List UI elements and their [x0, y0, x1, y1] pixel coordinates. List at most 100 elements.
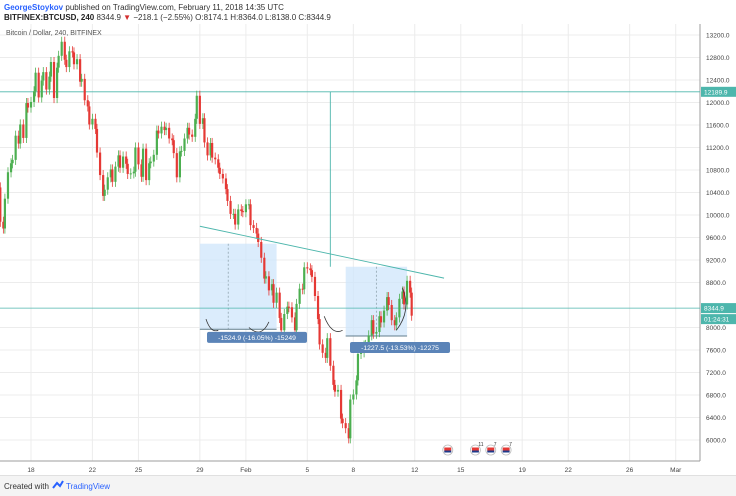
candle-body [79, 59, 82, 82]
candle-body [398, 298, 401, 318]
price-tick-label: 11200.0 [706, 145, 729, 152]
hand-curve [248, 321, 270, 333]
flag-stripe [471, 447, 479, 451]
candle-body [221, 173, 224, 179]
candle-body [6, 172, 10, 199]
candle-body [332, 365, 335, 385]
candle-body [318, 319, 321, 345]
candle-body [247, 204, 251, 206]
candle-body [244, 204, 247, 213]
price-chart[interactable]: 13200.0 12800.0 12400.0 12000.0 11600.0 11200… [0, 24, 736, 475]
candle-body [86, 100, 89, 107]
candle-body [145, 148, 148, 181]
candle-body [326, 338, 329, 358]
candle-body [152, 154, 155, 162]
candle-body [88, 106, 91, 125]
candle-body [42, 72, 45, 81]
candle-body [109, 169, 112, 178]
candle-body [68, 51, 71, 68]
candle-body [278, 292, 281, 318]
candle-body [164, 127, 168, 131]
candle-body [175, 153, 178, 178]
candle-body [240, 209, 243, 212]
price-tick-label: 10800.0 [706, 168, 730, 175]
author-link[interactable]: GeorgeStoykov [4, 3, 64, 12]
candle-body [263, 257, 266, 279]
chart-title: Bitcoin / Dollar, 240, BITFINEX [6, 30, 102, 37]
candle-body [171, 138, 174, 141]
measure-box-1 [199, 243, 277, 330]
last-price: 8344.9 [96, 13, 121, 22]
candle-body [355, 380, 358, 395]
candle-body [264, 276, 267, 279]
candle-body [195, 95, 198, 119]
candle-body [188, 127, 191, 135]
candle-body [32, 91, 36, 102]
price-tick-label: 12000.0 [706, 100, 730, 107]
tradingview-brand[interactable]: TradingView [66, 482, 111, 491]
candle-body [260, 242, 263, 258]
down-arrow-icon: ▼ [123, 13, 132, 22]
candle-body [341, 418, 344, 424]
candle-body [75, 59, 79, 65]
candle-body [180, 150, 183, 152]
candle-body [321, 344, 324, 353]
candle-body [26, 103, 30, 108]
candle-body [114, 166, 117, 182]
candle-body [290, 307, 294, 318]
candle-body [111, 169, 114, 182]
footer-bar: Created with TradingView [0, 475, 736, 496]
candle-body [140, 164, 143, 177]
hand-curve [323, 316, 343, 332]
candle-body [306, 267, 309, 269]
candle-body [183, 138, 186, 151]
candle-body [313, 276, 317, 296]
hand-curve [396, 287, 407, 331]
candle-body [402, 291, 406, 305]
candle-body [194, 118, 197, 137]
time-tick-label: 12 [411, 467, 419, 474]
chart-area[interactable]: 13200.0 12800.0 12400.0 12000.0 11600.0 11200… [0, 24, 736, 475]
candle-body [382, 310, 386, 323]
price-tick-label: 6400.0 [706, 415, 726, 422]
candle-body [94, 118, 97, 129]
candle-body [329, 338, 332, 366]
price-change: −218.1 (−2.55%) [133, 13, 193, 22]
flag-stripe [487, 447, 495, 451]
flag-stripe [444, 450, 452, 453]
candle-body [9, 163, 13, 173]
candle-body [344, 423, 347, 429]
candle-body [186, 127, 189, 139]
candle-body [102, 175, 105, 196]
price-marker [701, 303, 736, 314]
publish-info: GeorgeStoykov published on TradingView.c… [4, 3, 284, 12]
candle-body [359, 352, 363, 354]
candle-body [11, 159, 14, 164]
candle-body [209, 143, 212, 156]
price-tick-label: 7600.0 [706, 348, 726, 355]
candle-body [148, 163, 151, 181]
candle-body [275, 292, 278, 303]
event-count: 7 [509, 442, 512, 448]
candle-body [117, 155, 120, 167]
candle-body [370, 320, 373, 336]
candle-body [280, 317, 283, 331]
candle-body [378, 316, 381, 332]
tradingview-logo-icon[interactable] [52, 480, 64, 492]
candle-body [57, 55, 60, 68]
price-tick-label: 8800.0 [706, 280, 726, 287]
candle-body [272, 284, 275, 303]
price-tick-label: 9600.0 [706, 235, 726, 242]
candle-body [347, 428, 350, 439]
candle-body [224, 178, 228, 190]
candle-body [298, 288, 301, 304]
candle-body [122, 156, 125, 168]
price-marker [701, 86, 736, 97]
candle-body [287, 306, 290, 308]
candle-body [17, 135, 20, 144]
time-tick-label: 18 [27, 467, 35, 474]
candle-body [52, 62, 56, 98]
candle-body [283, 314, 286, 331]
ohlc-values: O:8174.1 H:8364.0 L:8138.0 C:8344.9 [195, 13, 331, 22]
time-tick-label: 22 [89, 467, 97, 474]
